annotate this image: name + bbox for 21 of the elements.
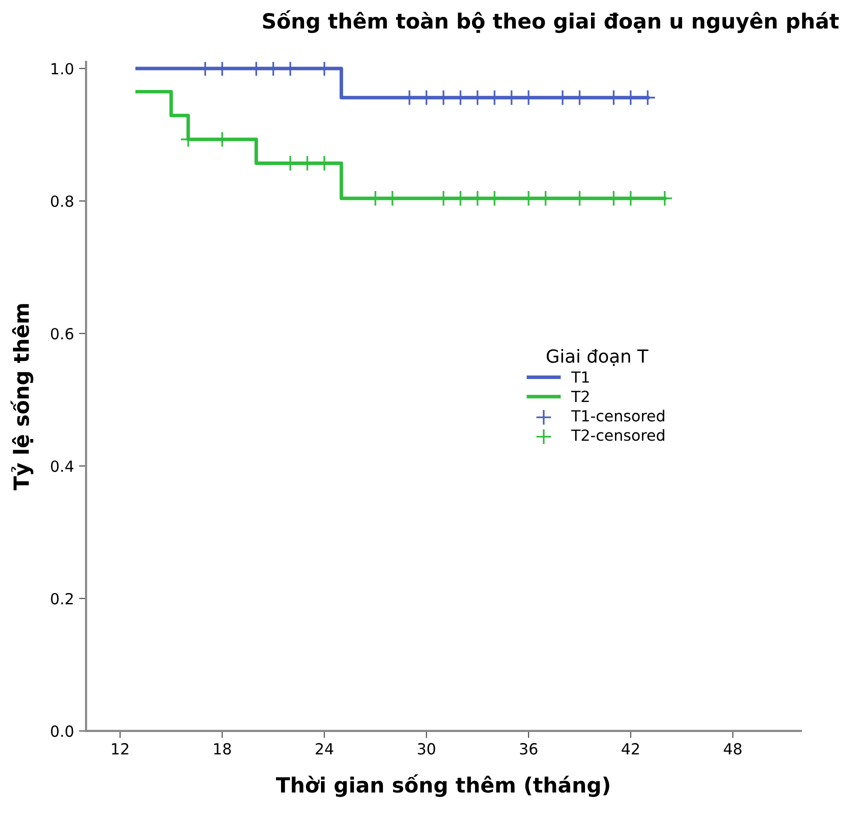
x-tick-label: 36 (520, 743, 538, 755)
y-tick-label: 0.6 (50, 328, 74, 340)
y-tick-label: 0.8 (50, 195, 74, 208)
legend-label: T1 (571, 371, 589, 383)
x-tick-label: 18 (214, 743, 231, 755)
legend-label: T2 (571, 390, 589, 402)
y-tick-label: 0.4 (50, 460, 74, 472)
y-tick-label: 0.2 (50, 592, 73, 604)
x-axis-title: Thời gian sống thêm (tháng) (276, 774, 610, 797)
x-tick-label: 30 (418, 743, 436, 755)
y-tick-label: 1.0 (52, 62, 74, 75)
y-axis-title: Tỷ lệ sống thêm (10, 304, 34, 490)
legend-label: T2-censored (571, 429, 664, 441)
chart-title: Sống thêm toàn bộ theo giai đoạn u nguyên phát (263, 10, 839, 33)
legend-label: T1-censored (571, 410, 664, 422)
x-tick-label: 48 (724, 743, 742, 755)
x-tick-label: 24 (316, 743, 334, 754)
legend-title: Giai đoạn T (546, 348, 648, 366)
y-tick-label: 0.0 (50, 725, 74, 737)
x-tick-label: 42 (622, 743, 639, 754)
x-tick-label: 12 (112, 743, 128, 754)
